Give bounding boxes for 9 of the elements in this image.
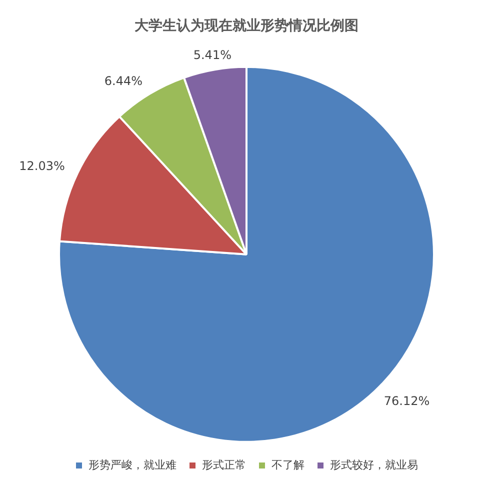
chart-title: 大学生认为现在就业形势情况比例图 <box>134 18 358 34</box>
legend-label: 形势严峻，就业难 <box>88 458 176 472</box>
legend-label: 形式较好，就业易 <box>330 458 418 472</box>
legend-label: 形式正常 <box>202 458 246 472</box>
data-label: 12.03% <box>19 159 65 174</box>
data-label: 5.41% <box>193 48 232 62</box>
data-label: 76.12% <box>384 394 430 408</box>
legend-label: 不了解 <box>272 458 304 472</box>
data-label: 6.44% <box>104 74 143 88</box>
